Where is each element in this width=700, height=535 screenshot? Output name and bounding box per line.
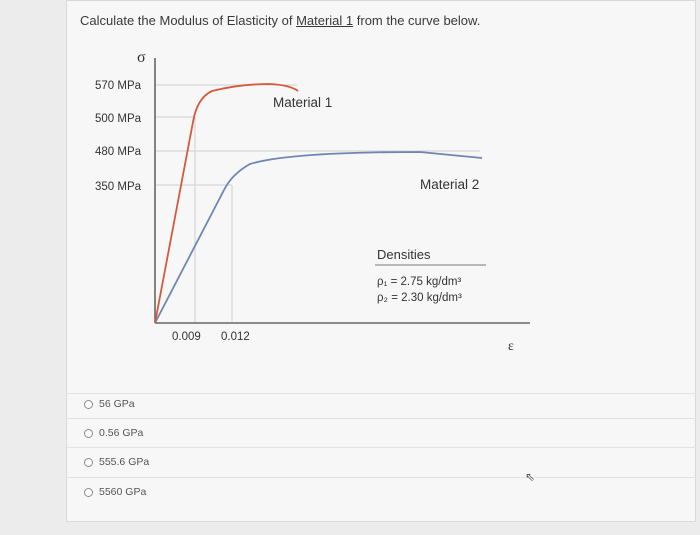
density-rho2: ρ₂ = 2.30 kg/dm³ [377,292,462,304]
sigma-label: σ [137,49,146,66]
question-card [66,0,696,522]
radio-icon[interactable] [84,399,93,409]
answer-option-label: 555.6 GPa [99,456,150,468]
y-tick-480: 480 MPa [95,146,142,158]
y-tick-350: 350 MPa [95,181,142,193]
y-tick-500: 500 MPa [95,113,142,125]
series-label-material-2: Material 2 [420,177,479,192]
radio-icon[interactable] [84,457,93,467]
x-tick-0012: 0.012 [221,331,250,343]
separator [66,393,696,394]
material-1-curve [154,83,299,324]
separator [66,418,696,419]
answer-option-1[interactable]: 56 GPa [84,398,135,410]
answer-option-4[interactable]: 5560 GPa [84,486,146,498]
answer-option-3[interactable]: 555.6 GPa [84,456,149,468]
material-2-curve [154,151,483,324]
answer-option-label: 56 GPa [99,398,135,410]
x-tick-0009: 0.009 [172,331,201,343]
radio-icon[interactable] [84,428,93,438]
separator [66,447,696,448]
densities-title: Densities [377,247,431,262]
series-label-material-1: Material 1 [273,95,332,110]
density-rho1: ρ₁ = 2.75 kg/dm³ [377,276,461,288]
cursor-icon: ⇖ [525,470,536,484]
question-text: Calculate the Modulus of Elasticity of M… [80,13,481,28]
y-tick-570: 570 MPa [95,80,142,92]
answer-option-label: 5560 GPa [99,486,147,498]
radio-icon[interactable] [84,487,93,497]
material-1-reference: Material 1 [296,13,354,28]
separator [66,477,696,478]
epsilon-label: ε [508,339,514,354]
answer-option-2[interactable]: 0.56 GPa [84,427,143,439]
answer-option-label: 0.56 GPa [99,427,144,439]
